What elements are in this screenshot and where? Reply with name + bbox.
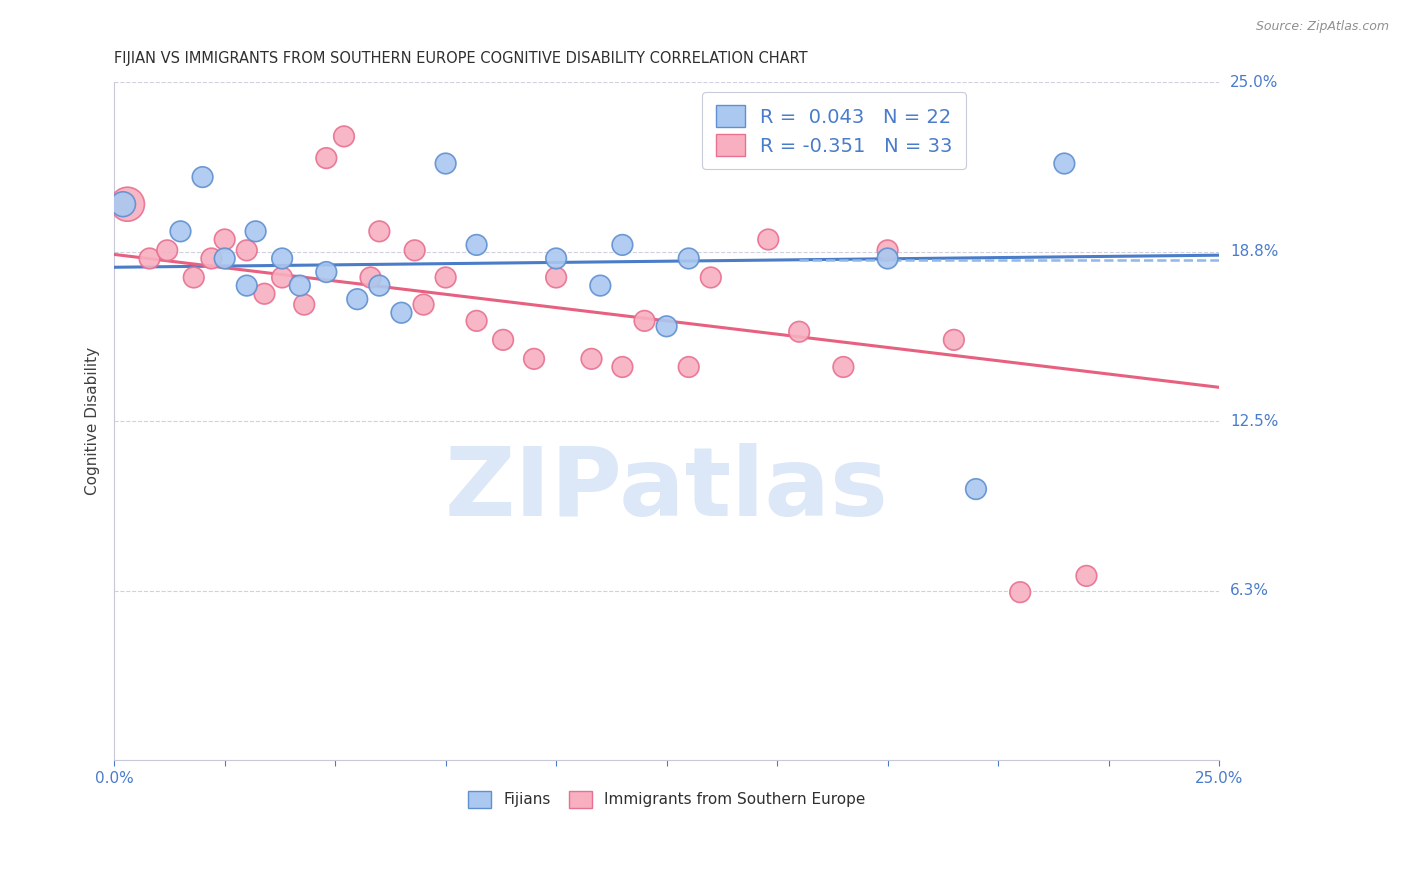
Point bbox=[292, 297, 315, 311]
Point bbox=[581, 351, 603, 366]
Point bbox=[612, 359, 634, 374]
Y-axis label: Cognitive Disability: Cognitive Disability bbox=[86, 347, 100, 495]
Point bbox=[117, 197, 139, 211]
Point bbox=[391, 306, 413, 320]
Point bbox=[434, 156, 457, 170]
Point bbox=[404, 244, 426, 258]
Point bbox=[1076, 569, 1098, 583]
Text: 18.8%: 18.8% bbox=[1230, 244, 1278, 260]
Text: 6.3%: 6.3% bbox=[1230, 583, 1270, 599]
Point bbox=[523, 351, 546, 366]
Point bbox=[169, 224, 191, 238]
Text: Source: ZipAtlas.com: Source: ZipAtlas.com bbox=[1256, 20, 1389, 33]
Point bbox=[245, 224, 267, 238]
Point bbox=[965, 482, 987, 496]
Point bbox=[236, 278, 259, 293]
Point bbox=[138, 252, 160, 266]
Point bbox=[589, 278, 612, 293]
Point bbox=[236, 244, 259, 258]
Point bbox=[368, 224, 391, 238]
Point bbox=[465, 314, 488, 328]
Point bbox=[156, 244, 179, 258]
Point bbox=[832, 359, 855, 374]
Text: 12.5%: 12.5% bbox=[1230, 414, 1278, 429]
Point bbox=[288, 278, 311, 293]
Point bbox=[315, 265, 337, 279]
Point bbox=[271, 252, 294, 266]
Point bbox=[678, 359, 700, 374]
Point bbox=[434, 270, 457, 285]
Point bbox=[200, 252, 222, 266]
Point bbox=[333, 129, 356, 144]
Point bbox=[876, 252, 898, 266]
Point bbox=[214, 232, 236, 246]
Text: FIJIAN VS IMMIGRANTS FROM SOUTHERN EUROPE COGNITIVE DISABILITY CORRELATION CHART: FIJIAN VS IMMIGRANTS FROM SOUTHERN EUROP… bbox=[114, 51, 808, 66]
Point bbox=[412, 297, 434, 311]
Point bbox=[346, 292, 368, 306]
Point bbox=[546, 270, 568, 285]
Text: ZIPatlas: ZIPatlas bbox=[444, 442, 889, 535]
Point bbox=[315, 151, 337, 165]
Point bbox=[1053, 156, 1076, 170]
Point bbox=[633, 314, 655, 328]
Point bbox=[112, 197, 135, 211]
Point bbox=[612, 238, 634, 252]
Point bbox=[191, 170, 214, 185]
Point bbox=[942, 333, 965, 347]
Point bbox=[368, 278, 391, 293]
Point bbox=[492, 333, 515, 347]
Point bbox=[360, 270, 382, 285]
Point bbox=[271, 270, 294, 285]
Point bbox=[546, 252, 568, 266]
Point bbox=[183, 270, 205, 285]
Point bbox=[700, 270, 723, 285]
Point bbox=[465, 238, 488, 252]
Text: 25.0%: 25.0% bbox=[1230, 75, 1278, 89]
Point bbox=[655, 319, 678, 334]
Point bbox=[253, 286, 276, 301]
Point bbox=[678, 252, 700, 266]
Point bbox=[876, 244, 898, 258]
Point bbox=[214, 252, 236, 266]
Point bbox=[756, 232, 779, 246]
Point bbox=[1010, 585, 1032, 599]
Legend: Fijians, Immigrants from Southern Europe: Fijians, Immigrants from Southern Europe bbox=[461, 785, 872, 814]
Point bbox=[787, 325, 810, 339]
